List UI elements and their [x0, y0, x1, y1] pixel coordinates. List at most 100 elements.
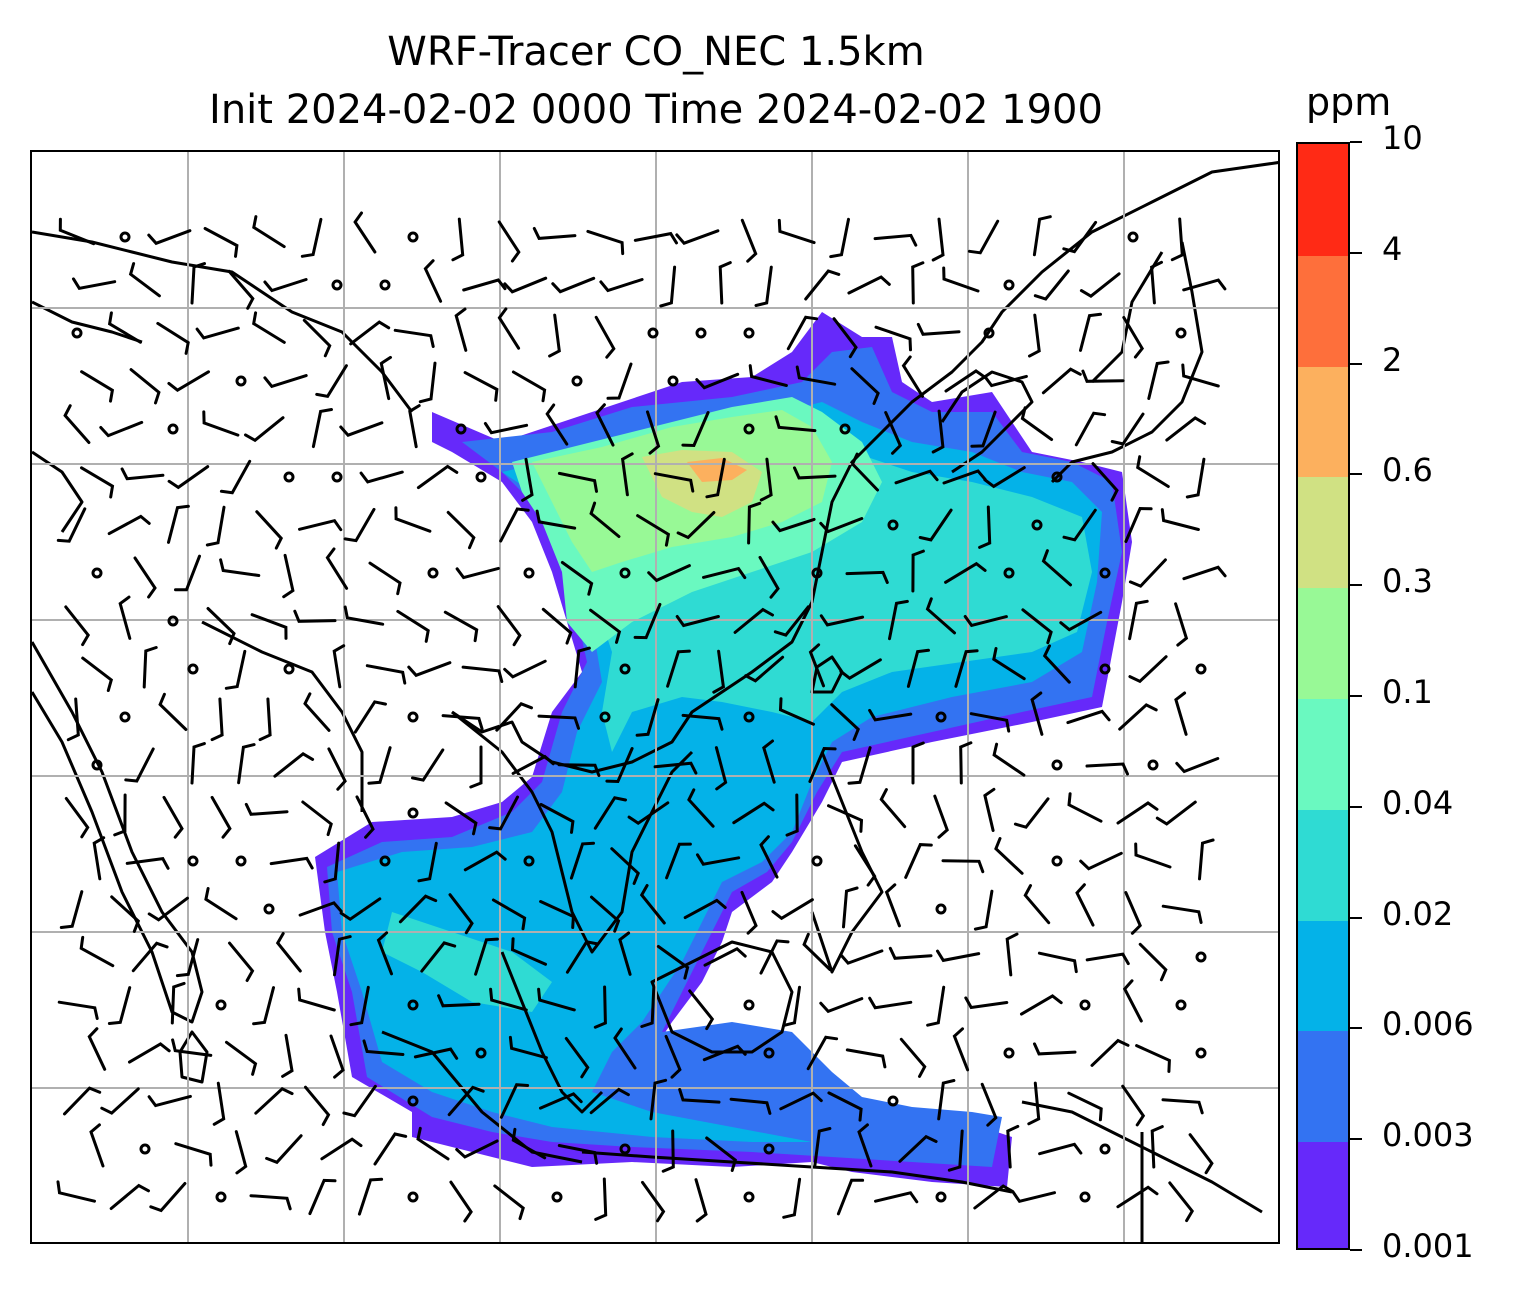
- wind-barb: [659, 265, 677, 308]
- calm-wind-marker: [1051, 471, 1063, 483]
- wind-barb: [128, 1042, 171, 1064]
- wind-barb: [441, 714, 484, 731]
- wind-barb: [99, 420, 144, 438]
- wind-barb: [744, 655, 785, 683]
- wind-barb: [819, 517, 864, 534]
- wind-barb: [705, 1136, 738, 1172]
- wind-barb: [830, 703, 860, 741]
- wind-barb: [167, 465, 210, 490]
- wind-barb: [510, 937, 547, 966]
- calm-wind-marker: [571, 375, 583, 387]
- calm-wind-marker: [139, 1143, 151, 1155]
- wind-barb: [1066, 709, 1111, 725]
- calm-wind-marker: [811, 855, 823, 867]
- calm-wind-marker: [331, 471, 343, 483]
- wind-barb: [537, 987, 576, 1012]
- wind-barb: [206, 607, 236, 646]
- wind-barb: [599, 278, 644, 293]
- wind-barb: [339, 421, 384, 437]
- wind-barb: [63, 1086, 102, 1116]
- wind-barb: [535, 509, 577, 530]
- wind-barb: [963, 615, 1008, 628]
- wind-barb: [244, 802, 289, 816]
- wind-barb: [56, 507, 87, 543]
- calm-wind-marker: [71, 327, 83, 339]
- colorbar-tick-label: 2: [1382, 340, 1403, 379]
- wind-barb: [398, 894, 438, 924]
- wind-barb: [58, 217, 96, 246]
- wind-barb: [1122, 979, 1143, 1023]
- calm-wind-marker: [763, 1047, 775, 1059]
- colorbar-segment: [1298, 808, 1348, 921]
- wind-barb: [589, 501, 621, 538]
- wind-barb: [394, 506, 432, 533]
- wind-barb: [1124, 506, 1153, 543]
- calm-wind-marker: [1031, 519, 1043, 531]
- chart-title-line1: WRF-Tracer CO_NEC 1.5km: [387, 29, 925, 75]
- wind-barb: [819, 614, 865, 627]
- wind-barb: [508, 1035, 548, 1060]
- wind-barb: [808, 746, 837, 783]
- wind-barb: [1079, 272, 1121, 299]
- wind-barb: [733, 607, 774, 634]
- wind-barb: [357, 1177, 384, 1216]
- wind-barb: [687, 788, 715, 828]
- wind-barb: [204, 887, 238, 921]
- wind-barb: [339, 897, 382, 922]
- wind-barb: [72, 277, 117, 290]
- wind-barb: [782, 1177, 802, 1219]
- wind-barb: [100, 1087, 140, 1115]
- wind-barb: [408, 404, 421, 449]
- wind-barb: [210, 795, 232, 839]
- border-central-asia: [32, 230, 414, 413]
- wind-barb: [931, 409, 945, 454]
- wind-barb: [1128, 599, 1149, 641]
- colorbar-segment: [1298, 919, 1348, 1032]
- wind-barb: [142, 646, 158, 689]
- wind-barb: [451, 217, 465, 262]
- wind-barb: [1160, 508, 1200, 531]
- wind-barb: [819, 997, 864, 1014]
- colorbar-tick-label: 0.006: [1382, 1005, 1474, 1044]
- wind-barb: [109, 1183, 150, 1210]
- calm-wind-marker: [619, 663, 631, 675]
- wind-barb: [992, 742, 1026, 777]
- wind-barb: [308, 1178, 337, 1216]
- wind-barb: [1181, 363, 1220, 388]
- wind-barb: [511, 754, 555, 775]
- wind-barb: [564, 1037, 590, 1079]
- wind-barb: [1037, 951, 1078, 974]
- wind-barb: [1023, 884, 1051, 925]
- wind-barb: [933, 794, 949, 839]
- wind-barb: [499, 507, 530, 543]
- wind-barb: [488, 795, 519, 831]
- wind-barb: [367, 746, 392, 785]
- wind-barb: [918, 508, 953, 542]
- colorbar-tick: [1350, 805, 1362, 808]
- wind-barb: [1121, 1084, 1146, 1127]
- colorbar-tick: [1350, 141, 1362, 143]
- calm-wind-marker: [935, 903, 947, 915]
- wind-barb: [1124, 891, 1142, 935]
- colorbar-segment: [1298, 587, 1348, 699]
- wind-barb: [879, 788, 907, 829]
- wind-barb: [1182, 278, 1227, 292]
- wind-barb: [252, 311, 286, 344]
- wind-barb: [850, 452, 879, 492]
- wind-barb: [1090, 1038, 1130, 1067]
- calm-wind-marker: [283, 471, 295, 483]
- wind-barb: [1174, 602, 1189, 647]
- wind-barb: [779, 1091, 823, 1111]
- wind-barb: [952, 1027, 970, 1072]
- colorbar-tick-label: 0.6: [1382, 451, 1433, 490]
- wind-barb: [315, 364, 348, 398]
- calm-wind-marker: [523, 855, 535, 867]
- colorbar-tick: [1350, 1138, 1362, 1141]
- wind-barb: [462, 278, 507, 292]
- wind-barb: [954, 649, 979, 688]
- wind-barb: [493, 1184, 525, 1221]
- wind-barb: [89, 1123, 105, 1168]
- wind-barb: [325, 547, 349, 590]
- wind-barb: [483, 422, 529, 435]
- wind-barb: [265, 1134, 303, 1165]
